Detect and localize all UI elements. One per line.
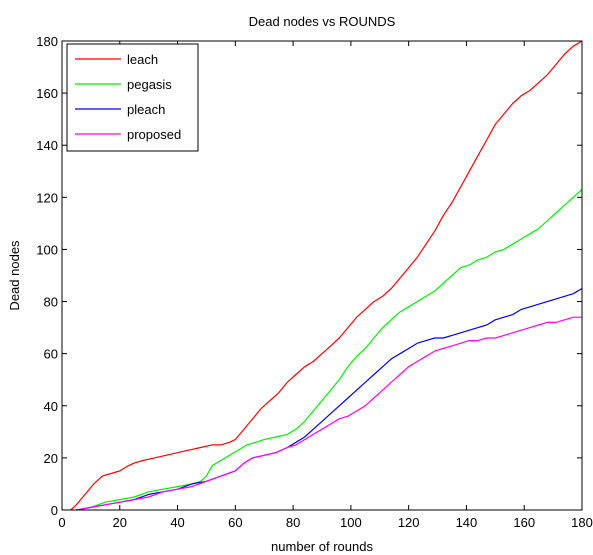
- series-line-proposed: [76, 316, 582, 511]
- y-tick-label: 20: [44, 451, 58, 466]
- x-tick-label: 140: [456, 515, 478, 530]
- x-axis-title: number of rounds: [271, 539, 373, 554]
- series-layer: [70, 40, 583, 511]
- series-line-pegasis: [76, 189, 583, 511]
- legend-label-pleach: pleach: [127, 102, 165, 117]
- y-tick-label: 80: [44, 295, 58, 310]
- x-tick-label: 0: [58, 515, 65, 530]
- x-tick-label: 80: [286, 515, 300, 530]
- y-tick-label: 160: [36, 86, 58, 101]
- legend-label-proposed: proposed: [127, 127, 181, 142]
- y-tick-label: 180: [36, 34, 58, 49]
- plot-area-frame: [61, 40, 583, 511]
- legend: leach pegasis pleach proposed: [66, 43, 199, 152]
- y-tick-label: 140: [36, 138, 58, 153]
- y-axis-title: Dead nodes: [7, 240, 22, 311]
- series-line-leach: [70, 40, 583, 511]
- y-tick-label: 120: [36, 190, 58, 205]
- x-tick-label: 160: [513, 515, 535, 530]
- x-tick-label: 60: [228, 515, 242, 530]
- x-tick-label: 180: [571, 515, 593, 530]
- y-tick-label: 40: [44, 399, 58, 414]
- legend-label-leach: leach: [127, 52, 158, 67]
- axis-ticks: 0 20 40 60 80 100 120 140 160 180 0 20 40 60 80 100 120 1…: [36, 34, 593, 530]
- legend-box: [66, 43, 199, 152]
- legend-label-pegasis: pegasis: [127, 77, 172, 92]
- y-tick-label: 0: [51, 503, 58, 518]
- x-tick-label: 120: [398, 515, 420, 530]
- series-line-pleach: [76, 287, 583, 511]
- y-tick-label: 100: [36, 242, 58, 257]
- x-tick-label: 40: [170, 515, 184, 530]
- x-tick-label: 20: [113, 515, 127, 530]
- chart-title: Dead nodes vs ROUNDS: [249, 14, 396, 29]
- x-tick-label: 100: [340, 515, 362, 530]
- y-tick-label: 60: [44, 347, 58, 362]
